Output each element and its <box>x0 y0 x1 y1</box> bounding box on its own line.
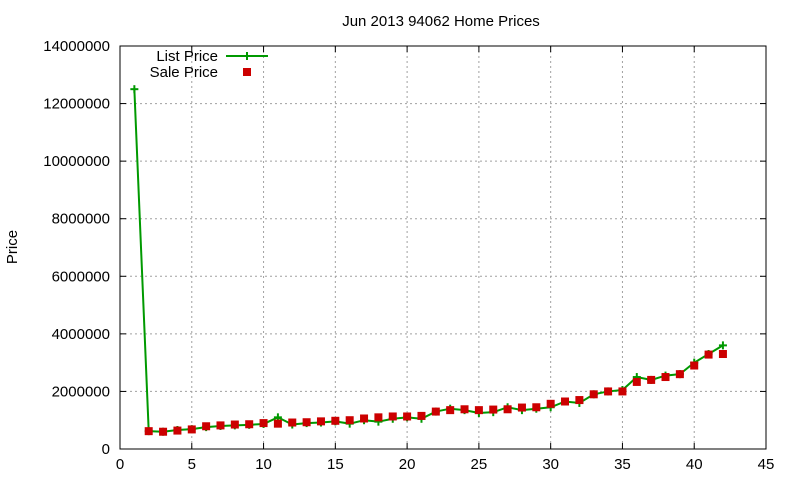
data-point <box>647 375 656 384</box>
data-point <box>589 390 598 399</box>
x-tick-label: 15 <box>327 456 344 473</box>
legend-marker <box>243 68 251 76</box>
data-point <box>675 370 684 379</box>
data-point <box>718 350 727 359</box>
data-point <box>704 350 713 359</box>
data-point <box>374 413 383 422</box>
data-point <box>144 427 153 436</box>
x-tick-label: 5 <box>188 456 196 473</box>
y-tick-label: 4000000 <box>52 326 110 343</box>
legend-symbol-list-price <box>226 52 268 60</box>
data-point <box>159 427 168 436</box>
plot-frame <box>119 45 767 450</box>
y-axis-label: Price <box>4 230 21 264</box>
data-point <box>718 341 727 350</box>
data-point <box>316 417 325 426</box>
data-point <box>503 405 512 414</box>
y-tick-label: 10000000 <box>43 153 110 170</box>
x-tick-label: 45 <box>758 456 775 473</box>
data-point <box>460 405 469 414</box>
y-tick-label: 0 <box>102 441 110 458</box>
x-tick-labels: 0 5 10 15 20 25 30 35 40 45 <box>116 456 775 473</box>
y-tick-label: 2000000 <box>52 383 110 400</box>
y-tick-labels: 0 2000000 4000000 6000000 8000000 10000000 120… <box>43 38 110 458</box>
legend-label-sale-price: Sale Price <box>150 64 218 81</box>
data-point <box>230 420 239 429</box>
grid <box>120 46 766 449</box>
data-point <box>546 399 555 408</box>
data-point <box>417 411 426 420</box>
data-point <box>187 425 196 434</box>
x-tick-label: 0 <box>116 456 124 473</box>
data-point <box>216 421 225 430</box>
data-point <box>661 373 670 382</box>
series-sale-price <box>144 350 727 436</box>
data-point <box>202 422 211 431</box>
legend-label-list-price: List Price <box>156 48 218 65</box>
data-point <box>302 418 311 427</box>
data-point <box>632 377 641 386</box>
data-point <box>360 414 369 423</box>
data-point <box>532 403 541 412</box>
data-point <box>561 397 570 406</box>
x-tick-label: 10 <box>255 456 272 473</box>
data-point <box>173 426 182 435</box>
data-point <box>575 396 584 405</box>
data-point <box>618 387 627 396</box>
x-tick-label: 20 <box>399 456 416 473</box>
axis-ticks <box>119 45 767 450</box>
y-tick-label: 6000000 <box>52 268 110 285</box>
data-point <box>273 419 282 428</box>
x-tick-label: 40 <box>686 456 703 473</box>
data-point <box>259 419 268 428</box>
data-point <box>474 406 483 415</box>
data-point <box>331 416 340 425</box>
data-point <box>288 418 297 427</box>
x-tick-label: 25 <box>471 456 488 473</box>
data-point <box>403 412 412 421</box>
data-point <box>690 361 699 370</box>
legend: List Price Sale Price <box>150 48 268 81</box>
y-tick-label: 8000000 <box>52 211 110 228</box>
legend-symbol-sale-price <box>243 68 251 76</box>
series <box>130 85 727 436</box>
chart-title: Jun 2013 94062 Home Prices <box>342 13 540 30</box>
data-point <box>345 416 354 425</box>
data-point <box>517 403 526 412</box>
data-point <box>489 405 498 414</box>
y-tick-label: 14000000 <box>43 38 110 55</box>
data-point <box>431 407 440 416</box>
legend-marker <box>243 52 251 60</box>
x-tick-label: 35 <box>614 456 631 473</box>
data-point <box>245 420 254 429</box>
data-point <box>130 85 139 94</box>
y-tick-label: 12000000 <box>43 96 110 113</box>
data-point <box>604 387 613 396</box>
x-tick-label: 30 <box>542 456 559 473</box>
data-point <box>446 406 455 415</box>
data-point <box>388 412 397 421</box>
